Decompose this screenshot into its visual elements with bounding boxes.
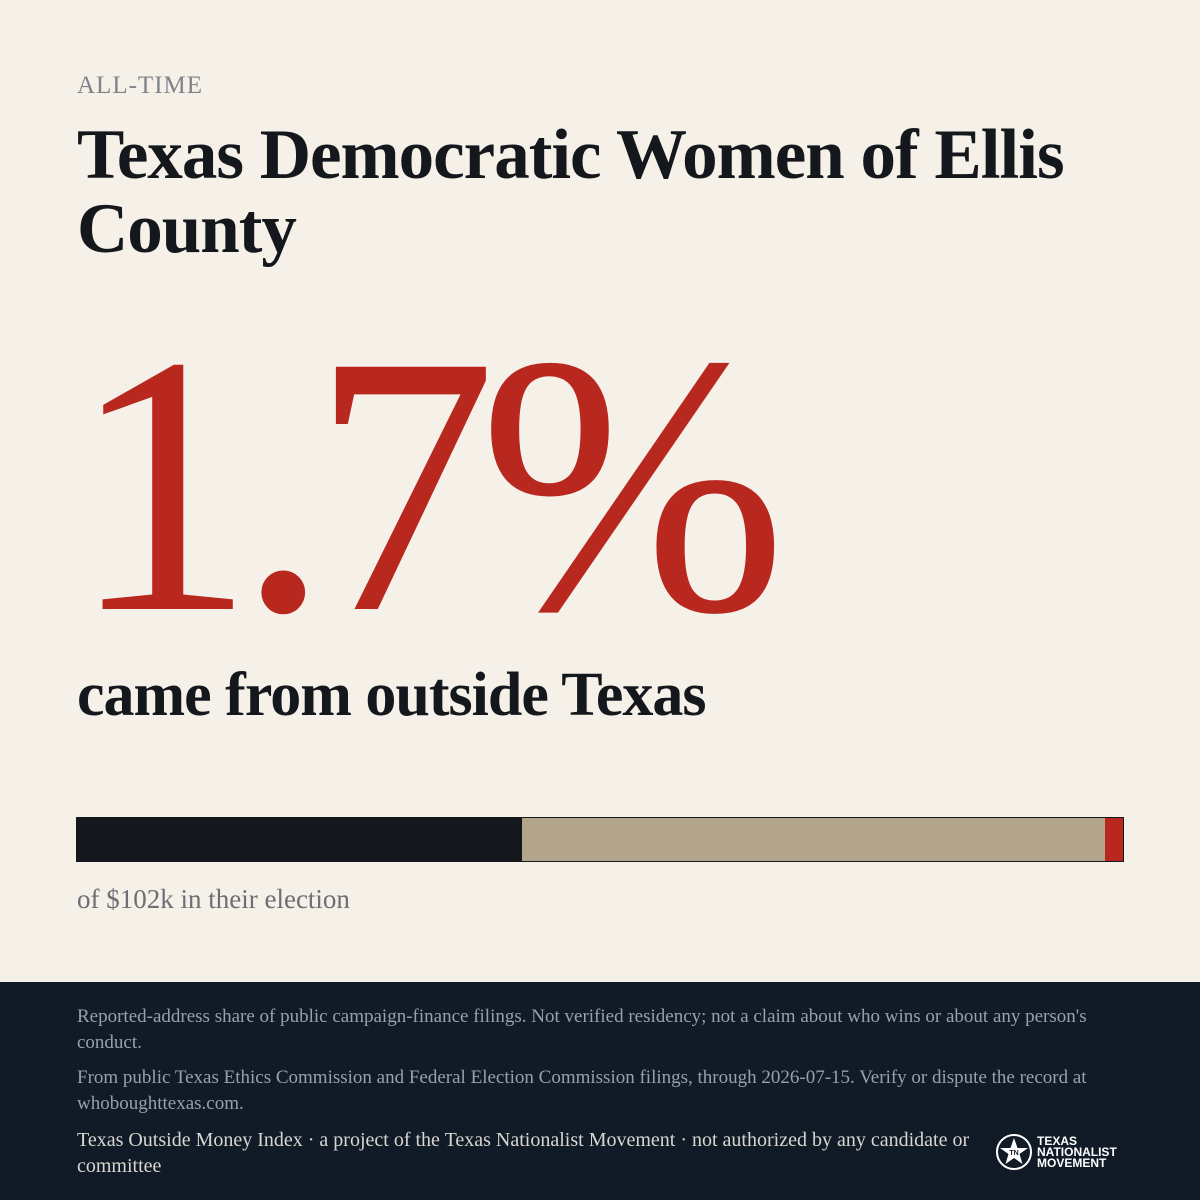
share-value: 1.7% [70,280,787,690]
logo-line: NATIONALIST [1037,1144,1117,1159]
share-caption: came from outside Texas [77,661,707,729]
logo-text: TEXAS NATIONALIST MOVEMENT [1037,1133,1117,1170]
bar-segment [77,818,522,861]
logo-line: TEXAS [1037,1133,1078,1148]
kicker: ALL-TIME [77,72,204,99]
source: From public Texas Ethics Commission and … [77,1067,1087,1114]
svg-text:TN: TN [1009,1150,1018,1157]
disclaimer: Reported-address share of public campaig… [77,1006,1087,1053]
bar-segment [521,818,1106,861]
footer: Reported-address share of public campaig… [0,982,1200,1200]
credit: Texas Outside Money Index · a project of… [77,1129,970,1177]
logo-mark: TN [996,1134,1032,1170]
title: Texas Democratic Women of Ellis County [77,116,1065,268]
bar-caption: of $102k in their election [77,884,350,914]
share-bar [76,817,1124,862]
bar-segment [1105,818,1123,861]
logo: TN TEXAS NATIONALIST MOVEMENT [995,1133,1117,1171]
logo-line: MOVEMENT [1037,1155,1107,1170]
